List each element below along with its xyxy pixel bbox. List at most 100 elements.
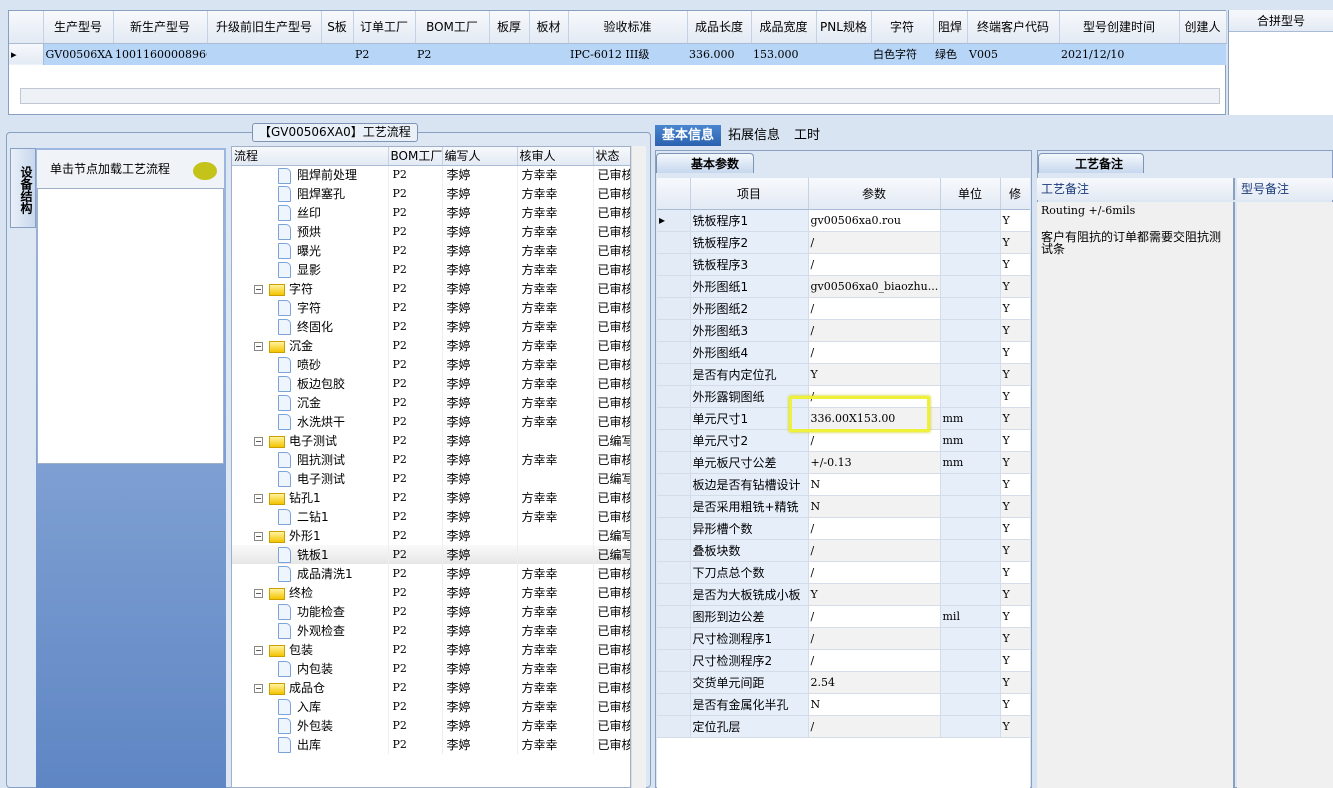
param-value[interactable]: / bbox=[808, 319, 941, 342]
column-header[interactable]: 生产型号 bbox=[43, 11, 114, 44]
row-selector[interactable] bbox=[657, 627, 691, 650]
param-value[interactable]: 2.54 bbox=[808, 671, 941, 694]
param-value[interactable]: / bbox=[808, 231, 941, 254]
param-value[interactable]: Y bbox=[808, 583, 941, 606]
row-selector[interactable] bbox=[657, 297, 691, 320]
row-selector[interactable] bbox=[657, 561, 691, 584]
column-header[interactable]: 修 bbox=[1000, 178, 1030, 210]
row-selector[interactable]: ▸ bbox=[657, 209, 691, 232]
row-selector[interactable] bbox=[657, 341, 691, 364]
param-row[interactable]: 铣板程序3/ Y bbox=[657, 253, 1030, 276]
tree-row[interactable]: 水洗烘干 P2 李婷 方幸幸 已审核 bbox=[232, 412, 630, 431]
tree-node[interactable]: − 外形1 bbox=[232, 526, 389, 545]
column-header[interactable]: S板 bbox=[321, 11, 354, 44]
tree-node[interactable]: 板边包胶 bbox=[232, 374, 389, 393]
tree-row[interactable]: 阻焊前处理 P2 李婷 方幸幸 已审核 bbox=[232, 165, 630, 184]
param-value[interactable]: / bbox=[808, 297, 941, 320]
row-selector[interactable] bbox=[657, 275, 691, 298]
param-row[interactable]: 是否有内定位孔 Y Y bbox=[657, 363, 1030, 386]
param-value[interactable]: / bbox=[808, 649, 941, 672]
row-selector[interactable] bbox=[657, 649, 691, 672]
column-header[interactable]: 成品宽度 bbox=[751, 11, 817, 44]
tree-node[interactable]: 外观检查 bbox=[232, 621, 389, 640]
horizontal-scrollbar[interactable] bbox=[20, 88, 1220, 104]
tree-row[interactable]: − 终检 P2 李婷 方幸幸 已审核 bbox=[232, 583, 630, 602]
param-row[interactable]: 尺寸检测程序2/ Y bbox=[657, 649, 1030, 672]
tree-row[interactable]: − 电子测试 P2 李婷 已编写 bbox=[232, 431, 630, 450]
tree-node[interactable]: − 电子测试 bbox=[232, 431, 389, 450]
param-value[interactable]: Y bbox=[808, 363, 941, 386]
row-selector[interactable] bbox=[657, 495, 691, 518]
tree-row[interactable]: − 字符 P2 李婷 方幸幸 已审核 bbox=[232, 279, 630, 298]
row-selector[interactable] bbox=[657, 671, 691, 694]
column-header[interactable]: 创建人 bbox=[1179, 11, 1227, 44]
tree-node[interactable]: 喷砂 bbox=[232, 355, 389, 374]
column-header[interactable]: 板厚 bbox=[489, 11, 530, 44]
param-row[interactable]: 交货单元间距 2.54 Y bbox=[657, 671, 1030, 694]
column-header[interactable]: PNL规格 bbox=[816, 11, 872, 44]
tree-row[interactable]: 板边包胶 P2 李婷 方幸幸 已审核 bbox=[232, 374, 630, 393]
row-selector[interactable] bbox=[657, 231, 691, 254]
row-selector[interactable] bbox=[657, 451, 691, 474]
tree-node[interactable]: 电子测试 bbox=[232, 469, 389, 488]
tree-node[interactable]: 阻焊塞孔 bbox=[232, 184, 389, 203]
tree-node[interactable]: 曝光 bbox=[232, 241, 389, 260]
row-selector[interactable] bbox=[657, 715, 691, 738]
tree-row[interactable]: − 外形1 P2 李婷 已编写 bbox=[232, 526, 630, 545]
tree-vertical-scrollbar[interactable] bbox=[631, 146, 646, 788]
tree-node[interactable]: 出库 bbox=[232, 735, 389, 754]
collapse-icon[interactable]: − bbox=[254, 684, 263, 693]
tree-row[interactable]: 字符 P2 李婷 方幸幸 已审核 bbox=[232, 298, 630, 317]
tree-row[interactable]: 二钻1 P2 李婷 方幸幸 已审核 bbox=[232, 507, 630, 526]
column-header[interactable]: 型号创建时间 bbox=[1059, 11, 1180, 44]
column-header[interactable]: 核审人 bbox=[517, 147, 594, 166]
process-notes-text[interactable]: Routing +/-6mils 客户有阻抗的订单都需要交阻抗测试条 bbox=[1037, 202, 1235, 788]
param-value[interactable]: N bbox=[808, 495, 941, 518]
tab-basic-params[interactable]: 基本参数 bbox=[656, 153, 755, 173]
tree-node[interactable]: 外包装 bbox=[232, 716, 389, 735]
column-header[interactable]: 项目 bbox=[690, 178, 809, 210]
collapse-icon[interactable]: − bbox=[254, 285, 263, 294]
tree-node[interactable]: 入库 bbox=[232, 697, 389, 716]
param-row[interactable]: 外形图纸1 gv00506xa0_biaozhu... Y bbox=[657, 275, 1030, 298]
row-selector[interactable]: ▸ bbox=[9, 43, 44, 65]
column-header[interactable]: BOM工厂 bbox=[388, 147, 443, 166]
tree-row[interactable]: 电子测试 P2 李婷 已编写 bbox=[232, 469, 630, 488]
tree-row[interactable]: − 钻孔1 P2 李婷 方幸幸 已审核 bbox=[232, 488, 630, 507]
tree-row[interactable]: 内包装 P2 李婷 方幸幸 已审核 bbox=[232, 659, 630, 678]
param-value[interactable]: 336.00X153.00 bbox=[808, 407, 941, 430]
param-row[interactable]: 外形图纸3/ Y bbox=[657, 319, 1030, 342]
tree-node[interactable]: 内包装 bbox=[232, 659, 389, 678]
row-selector[interactable] bbox=[657, 385, 691, 408]
tree-row[interactable]: 外包装 P2 李婷 方幸幸 已审核 bbox=[232, 716, 630, 735]
tree-row[interactable]: 阻焊塞孔 P2 李婷 方幸幸 已审核 bbox=[232, 184, 630, 203]
tree-row[interactable]: 出库 P2 李婷 方幸幸 已审核 bbox=[232, 735, 630, 754]
tree-row[interactable]: 铣板1 P2 李婷 已编写 bbox=[232, 545, 630, 564]
param-value[interactable]: N bbox=[808, 693, 941, 716]
param-row[interactable]: 外形图纸2/ Y bbox=[657, 297, 1030, 320]
tree-node[interactable]: 铣板1 bbox=[232, 545, 389, 564]
collapse-icon[interactable]: − bbox=[254, 437, 263, 446]
param-value[interactable]: / bbox=[808, 715, 941, 738]
param-row[interactable]: 铣板程序2/ Y bbox=[657, 231, 1030, 254]
tree-row[interactable]: 沉金 P2 李婷 方幸幸 已审核 bbox=[232, 393, 630, 412]
param-value[interactable]: / bbox=[808, 561, 941, 584]
column-header[interactable]: 阻焊 bbox=[933, 11, 968, 44]
column-header[interactable]: 板材 bbox=[529, 11, 569, 44]
tree-node[interactable]: 终固化 bbox=[232, 317, 389, 336]
param-row[interactable]: 图形到边公差 / mil Y bbox=[657, 605, 1030, 628]
tree-row[interactable]: 外观检查 P2 李婷 方幸幸 已审核 bbox=[232, 621, 630, 640]
row-selector[interactable] bbox=[657, 539, 691, 562]
tree-row[interactable]: 显影 P2 李婷 方幸幸 已审核 bbox=[232, 260, 630, 279]
param-value[interactable]: / bbox=[808, 539, 941, 562]
tree-node[interactable]: 阻焊前处理 bbox=[232, 165, 389, 184]
param-value[interactable]: N bbox=[808, 473, 941, 496]
row-selector[interactable] bbox=[657, 363, 691, 386]
column-header[interactable]: BOM工厂 bbox=[415, 11, 490, 44]
param-row[interactable]: 下刀点总个数 / Y bbox=[657, 561, 1030, 584]
tree-node[interactable]: 水洗烘干 bbox=[232, 412, 389, 431]
tree-node[interactable]: − 终检 bbox=[232, 583, 389, 602]
tree-node[interactable]: − 成品仓 bbox=[232, 678, 389, 697]
tree-node[interactable]: 丝印 bbox=[232, 203, 389, 222]
param-row[interactable]: 异形槽个数 / Y bbox=[657, 517, 1030, 540]
